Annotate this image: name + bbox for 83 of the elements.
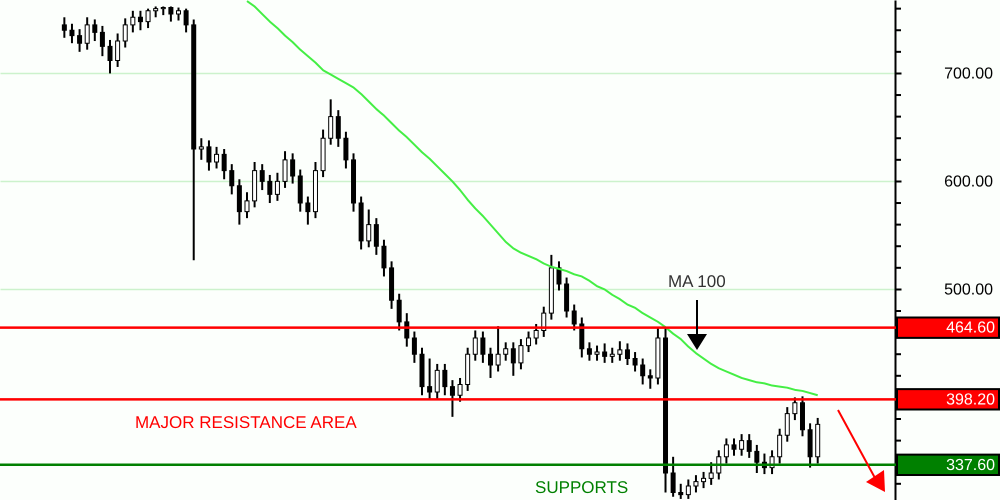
candlestick [206, 139, 212, 172]
candlestick [701, 470, 706, 490]
candlestick [184, 8, 189, 34]
candlestick [282, 150, 288, 189]
candlestick [176, 6, 181, 22]
candlestick [374, 217, 379, 256]
candlestick [130, 10, 136, 34]
candlestick [503, 341, 508, 362]
candlestick [746, 433, 752, 459]
y-tick-label: 600.00 [944, 173, 994, 190]
candlestick [267, 174, 272, 204]
candlestick [777, 428, 782, 464]
candlestick [458, 376, 463, 403]
candlestick [336, 109, 341, 148]
ref-line-label: 398.20 [946, 391, 996, 408]
candlestick [115, 32, 120, 68]
candlestick [412, 330, 417, 364]
candlestick [328, 98, 334, 146]
candlestick [624, 342, 630, 366]
candlestick [784, 406, 790, 443]
candlestick [168, 5, 174, 23]
candlestick [693, 474, 698, 494]
candlestick [678, 482, 684, 500]
candlestick [122, 17, 128, 49]
candlestick [450, 379, 455, 418]
candlestick [670, 456, 676, 498]
candlestick [274, 172, 280, 202]
ref-line-label: 464.60 [946, 320, 996, 337]
candlestick [434, 362, 440, 400]
candlestick [602, 342, 608, 364]
line-series [246, 0, 819, 396]
candlestick [792, 396, 798, 422]
candlestick [617, 340, 622, 362]
annotation: MA 100 [668, 272, 726, 291]
candlestick [198, 137, 204, 161]
candlestick [534, 322, 539, 346]
candlestick [396, 292, 402, 332]
candlestick [518, 338, 524, 370]
candlestick [572, 304, 577, 332]
annotation: MAJOR RESISTANCE AREA [135, 413, 358, 432]
candlestick [244, 191, 250, 220]
candlestick [366, 208, 372, 248]
annotation: SUPPORTS [535, 478, 628, 497]
candlestick [260, 163, 265, 192]
candlestick [381, 238, 386, 278]
candlestick [724, 437, 729, 464]
candlestick [648, 368, 653, 390]
candlestick [586, 341, 592, 362]
candlestick [442, 362, 448, 396]
candlestick [84, 16, 90, 51]
candlestick [496, 325, 501, 372]
candlestick [480, 330, 486, 364]
candlestick [472, 329, 478, 362]
candlestick [526, 330, 532, 354]
candlestick [214, 146, 220, 170]
candlestick [510, 341, 516, 377]
candlestick [427, 358, 432, 400]
candlestick [754, 444, 760, 474]
candlestick [640, 358, 646, 386]
candlestick [610, 346, 615, 364]
candlestick [92, 18, 98, 42]
candlestick [222, 148, 227, 180]
candlestick [146, 8, 151, 30]
candlestick [739, 433, 744, 457]
candlestick [77, 28, 82, 53]
candlestick [594, 344, 600, 362]
candlestick [732, 437, 737, 457]
candlestick [290, 152, 296, 185]
candlestick [138, 10, 143, 32]
y-tick-label: 500.00 [944, 281, 994, 298]
candlestick [69, 22, 74, 44]
candlestick [108, 38, 113, 74]
candlestick [229, 163, 234, 196]
candlestick [488, 346, 493, 379]
candlestick [708, 461, 714, 486]
candlestick [153, 5, 158, 18]
candlestick [305, 196, 310, 226]
ref-line-label: 337.60 [946, 456, 996, 474]
candlestick [343, 130, 348, 170]
candlestick [632, 351, 638, 372]
candlestick [62, 16, 67, 39]
candlestick [100, 24, 105, 58]
y-tick-label: 700.00 [944, 65, 994, 82]
